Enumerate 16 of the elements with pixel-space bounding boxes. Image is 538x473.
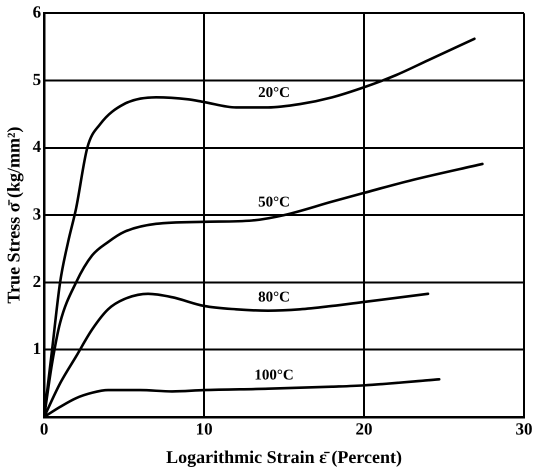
x-tick-label: 0 bbox=[40, 420, 48, 439]
x-tick-label: 30 bbox=[516, 420, 532, 439]
y-tick-label: 6 bbox=[32, 2, 42, 22]
series-label: 80°C bbox=[258, 289, 290, 306]
x-axis-title: Logarithmic Strain ε̄ (Percent) bbox=[166, 446, 402, 467]
y-tick-label: 1 bbox=[32, 339, 42, 358]
y-axis-title: True Stress σ̄ (kg/mm²) bbox=[3, 126, 24, 304]
series-label: 20°C bbox=[258, 85, 290, 102]
series-label: 100°C bbox=[254, 368, 294, 384]
x-tick-label: 20 bbox=[356, 420, 373, 439]
y-tick-label: 5 bbox=[32, 70, 42, 89]
y-tick-label: 4 bbox=[32, 137, 42, 156]
y-tick-label: 3 bbox=[32, 204, 42, 224]
x-tick-label: 10 bbox=[196, 420, 213, 439]
series-label: 50°C bbox=[258, 194, 290, 210]
y-tick-label: 2 bbox=[32, 272, 42, 291]
